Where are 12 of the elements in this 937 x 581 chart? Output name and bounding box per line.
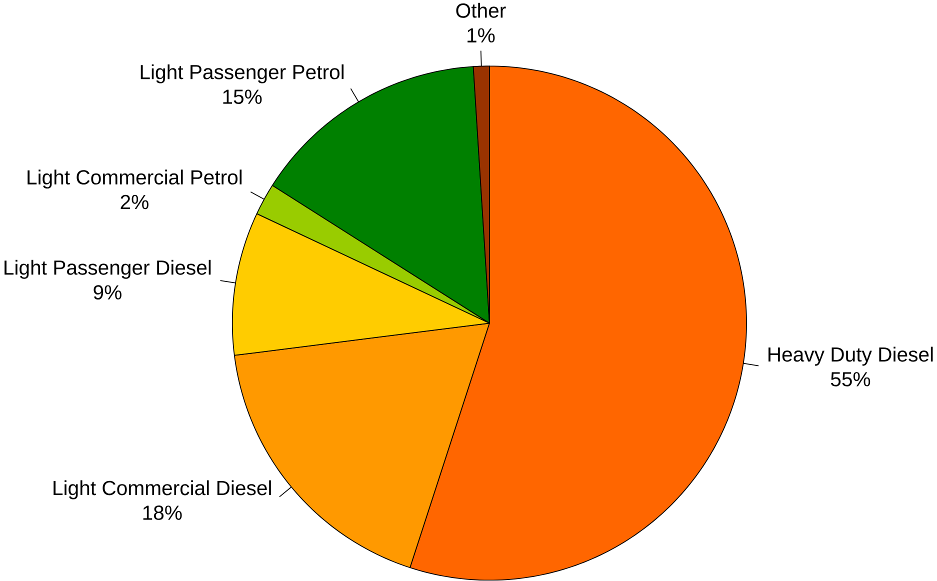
slice-label: Light Passenger Petrol (140, 64, 344, 84)
data-label: 18% (143, 506, 182, 520)
slice-label: Light Passenger Diesel (4, 260, 211, 280)
slice-label: Light Commercial Petrol (28, 170, 242, 189)
data-label: 1% (468, 28, 495, 43)
data-label: 9% (94, 285, 122, 300)
data-label: 2% (120, 194, 148, 210)
data-label: 55% (830, 372, 870, 387)
slice-label: Heavy Duty Diesel (768, 346, 933, 366)
slice-label: Other (456, 3, 506, 18)
slice-label: Light Commercial Diesel (54, 480, 271, 500)
data-label: 15% (223, 90, 262, 104)
